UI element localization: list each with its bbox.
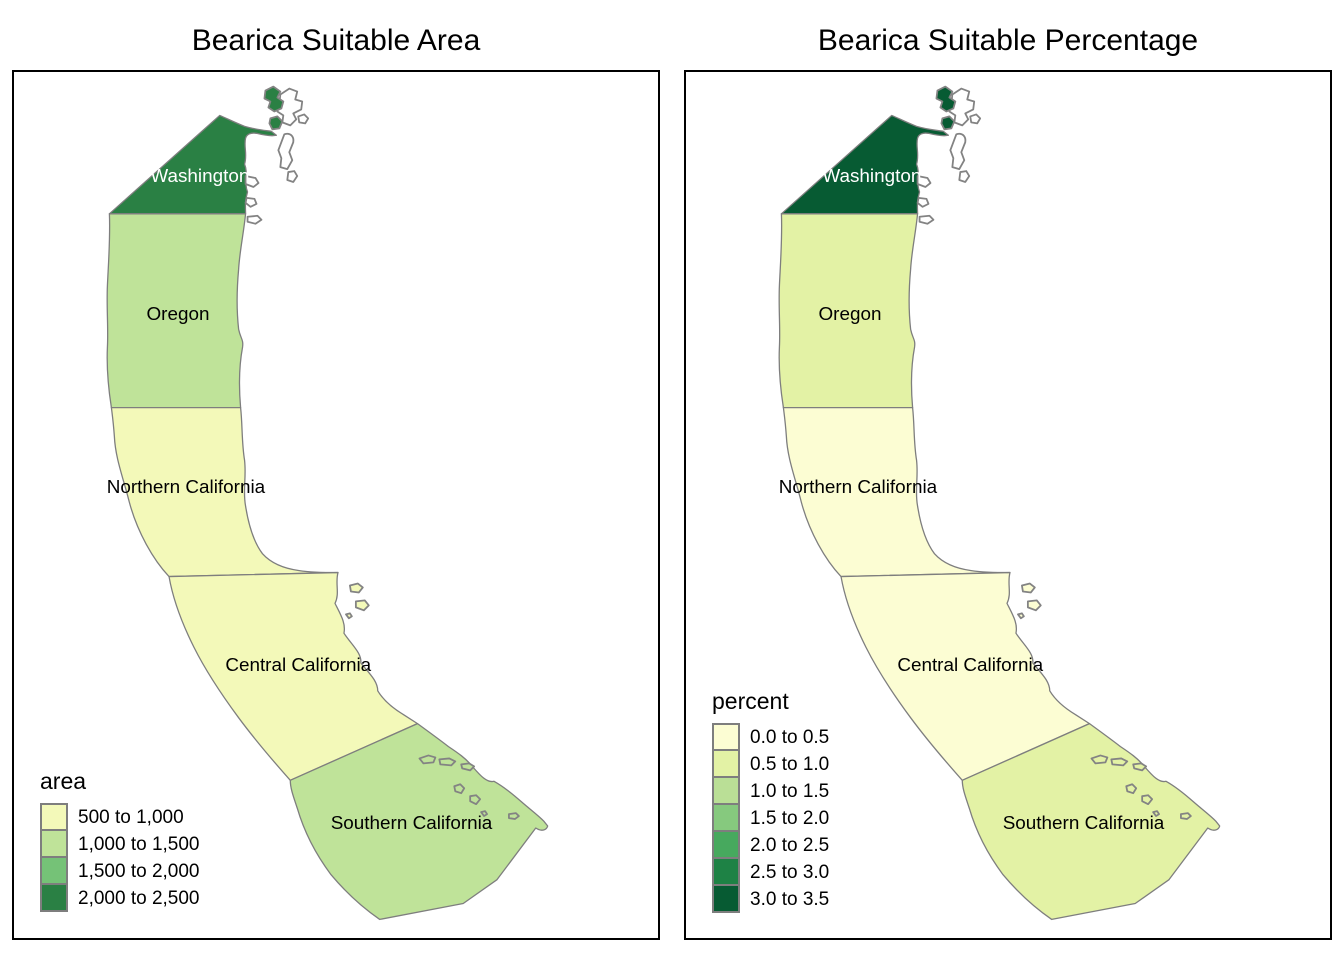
region-label-central-california: Central California [225, 655, 371, 676]
legend-label: 1,500 to 2,000 [78, 860, 200, 882]
legend-swatch [712, 723, 740, 752]
legend-swatch [712, 830, 740, 859]
legend-swatch [712, 857, 740, 886]
region-label-northern-california: Northern California [107, 477, 266, 498]
legend-swatch [40, 829, 68, 858]
region-label-oregon: Oregon [146, 304, 209, 325]
legend-row: 1.5 to 2.0 [712, 803, 830, 832]
legend-row: 2.0 to 2.5 [712, 830, 830, 859]
legend-swatch [40, 803, 68, 832]
legend-label: 1.0 to 1.5 [750, 780, 830, 802]
region-label-central-california: Central California [897, 655, 1043, 676]
region-label-northern-california: Northern California [779, 477, 938, 498]
legend-swatch [712, 776, 740, 805]
legend-label: 2,000 to 2,500 [78, 887, 200, 909]
region-label-southern-california: Southern California [331, 813, 493, 834]
legend-label: 0.0 to 0.5 [750, 726, 830, 748]
legend-swatch [712, 803, 740, 832]
legend-swatch [712, 749, 740, 778]
legend-title: percent [712, 688, 789, 714]
legend-row: 2,000 to 2,500 [40, 883, 200, 912]
legend-label: 500 to 1,000 [78, 806, 184, 828]
legend-row: 1,000 to 1,500 [40, 829, 200, 858]
map-canvas: Washington Oregon Northern California Ce… [14, 72, 658, 938]
choropleth-map-percent: Washington Oregon Northern California Ce… [778, 85, 1221, 921]
region-label-washington: Washington [822, 166, 921, 187]
legend-row: 1.0 to 1.5 [712, 776, 830, 805]
map-canvas: Washington Oregon Northern California Ce… [686, 72, 1330, 938]
legend-label: 3.0 to 3.5 [750, 888, 830, 910]
legend-row: 3.0 to 3.5 [712, 884, 830, 913]
legend-rows: 500 to 1,000 1,000 to 1,500 1,500 to 2,000… [40, 803, 200, 912]
legend-swatch [40, 856, 68, 885]
legend-title: area [40, 768, 87, 794]
legend-row: 500 to 1,000 [40, 803, 200, 832]
map-panel-area: Bearica Suitable Area Washington Oregon … [12, 24, 660, 940]
legend-label: 1.5 to 2.0 [750, 807, 830, 829]
region-label-southern-california: Southern California [1003, 813, 1165, 834]
legend: area 500 to 1,000 1,000 to 1,500 1,500 to … [40, 768, 200, 912]
legend-label: 2.5 to 3.0 [750, 861, 830, 883]
legend-row: 1,500 to 2,000 [40, 856, 200, 885]
map-panel-percentage: Bearica Suitable Percentage Washington O… [684, 24, 1332, 940]
legend: percent 0.0 to 0.5 0.5 to 1.0 1.0 to 1.5 1.… [712, 688, 829, 913]
legend-rows: 0.0 to 0.5 0.5 to 1.0 1.0 to 1.5 1.5 to 2.0… [712, 723, 830, 913]
legend-label: 2.0 to 2.5 [750, 834, 830, 856]
region-label-oregon: Oregon [818, 304, 881, 325]
legend-swatch [712, 884, 740, 913]
legend-swatch [40, 883, 68, 912]
map-title: Bearica Suitable Percentage [817, 24, 1199, 57]
legend-row: 0.0 to 0.5 [712, 723, 830, 752]
region-label-washington: Washington [150, 166, 249, 187]
legend-label: 1,000 to 1,500 [78, 833, 200, 855]
legend-row: 2.5 to 3.0 [712, 857, 830, 886]
map-title: Bearica Suitable Area [191, 24, 481, 57]
choropleth-map-area: Washington Oregon Northern California Ce… [106, 85, 549, 921]
legend-row: 0.5 to 1.0 [712, 749, 830, 778]
legend-label: 0.5 to 1.0 [750, 753, 830, 775]
